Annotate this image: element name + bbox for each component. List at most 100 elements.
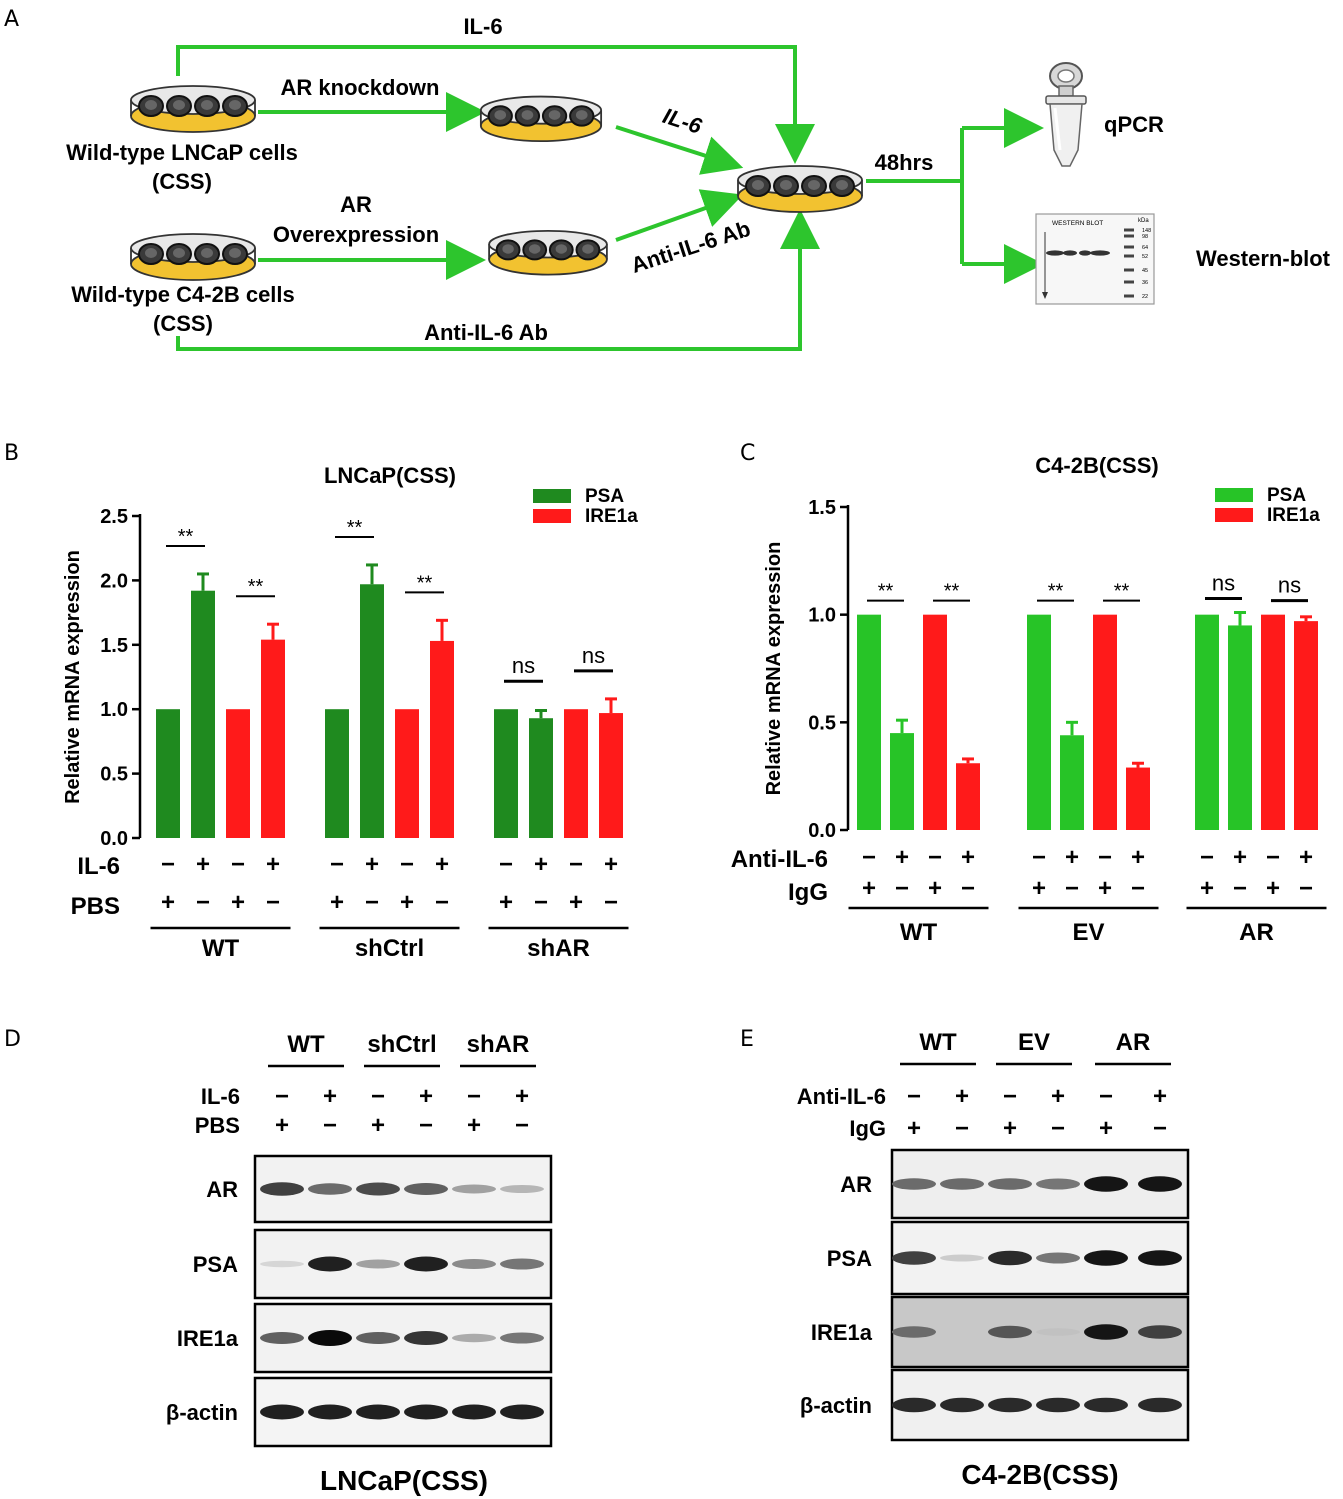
blot-icon-ladder-label: 98 (1142, 234, 1148, 240)
bar (857, 614, 881, 830)
legend-swatch (533, 509, 571, 523)
blot-band (1084, 1324, 1128, 1340)
condition-sign: − (330, 851, 344, 878)
blot-icon-ladder-label: 64 (1142, 245, 1148, 251)
cell-nucleus (173, 248, 185, 258)
condition-sign: + (895, 844, 909, 871)
blot-group-label: shAR (467, 1031, 530, 1058)
chart-c42b: C4-2B(CSS) Relative mRNA expression 0.0 0.5… (731, 453, 1327, 946)
chart-lncap: LNCaP(CSS) Relative mRNA expression 0.0 0.5… (62, 463, 638, 962)
condition-sign: − (862, 844, 876, 871)
legend-label: PSA (1267, 485, 1306, 506)
condition-sign: + (1065, 844, 1079, 871)
blot-band (308, 1183, 352, 1195)
bar (890, 733, 914, 830)
condition-sign: − (499, 851, 513, 878)
y-tick-label: 2.5 (100, 506, 128, 528)
significance-label: ns (1278, 573, 1301, 598)
cell-nucleus (521, 110, 534, 120)
antibody-diagonal-arrow (615, 189, 744, 242)
blot-band (356, 1332, 400, 1344)
blot-band (356, 1259, 400, 1269)
bar (325, 709, 349, 838)
condition-sign: − (1153, 1115, 1167, 1142)
significance-label: ** (417, 572, 433, 594)
blot-row-label: IL-6 (201, 1084, 240, 1109)
blot-band (308, 1404, 352, 1420)
condition-sign: − (365, 889, 379, 916)
blot-band (308, 1330, 352, 1346)
qpcr-label: qPCR (1104, 112, 1164, 137)
blot-band (1138, 1250, 1182, 1266)
blot-band (356, 1404, 400, 1420)
cell-nucleus (575, 110, 588, 120)
blot-band (892, 1397, 936, 1413)
condition-sign: + (1051, 1083, 1065, 1110)
blot-icon-band (1079, 250, 1091, 256)
condition-sign: + (862, 875, 876, 902)
condition-sign: − (907, 1083, 921, 1110)
condition-sign: + (435, 851, 449, 878)
blot-band (940, 1397, 984, 1413)
cell-nucleus (529, 244, 541, 254)
group-label: shCtrl (355, 935, 424, 962)
blot-label: IRE1a (177, 1326, 239, 1351)
y-tick-label: 1.5 (100, 635, 128, 657)
row-label: PBS (71, 893, 120, 920)
blot-row-label: PBS (195, 1113, 240, 1138)
condition-sign: + (1153, 1083, 1167, 1110)
blot-caption: C4-2B(CSS) (961, 1459, 1118, 1490)
condition-sign: + (569, 889, 583, 916)
cell-nucleus (145, 248, 157, 258)
blot-icon-ladder-band (1124, 245, 1134, 249)
legend-label: IRE1a (585, 506, 638, 527)
condition-sign: − (1299, 875, 1313, 902)
significance-label: ** (248, 576, 264, 598)
blot-band (500, 1258, 544, 1270)
cell-nucleus (494, 110, 507, 120)
antibody-diagonal-label: Anti-IL-6 Ab (628, 216, 753, 278)
condition-sign: − (1032, 844, 1046, 871)
blot-icon-ladder-band (1124, 268, 1134, 272)
bar (395, 709, 419, 838)
condition-sign: + (323, 1083, 337, 1110)
c42b-cell-label: Wild-type C4-2B cells (71, 282, 295, 307)
blot-band (988, 1325, 1032, 1339)
row-label: IL-6 (77, 853, 120, 880)
condition-sign: + (1233, 844, 1247, 871)
condition-sign: − (1266, 844, 1280, 871)
blot-group-label: AR (1116, 1029, 1151, 1056)
condition-sign: − (961, 875, 975, 902)
blot-label: PSA (193, 1252, 238, 1277)
blot-label: AR (840, 1172, 872, 1197)
cell-nucleus (555, 244, 567, 254)
petri-dish-icon (479, 95, 603, 143)
y-tick-label: 0.0 (100, 828, 128, 850)
blot-label: β-actin (800, 1393, 872, 1418)
bar (156, 709, 180, 838)
condition-sign: − (400, 851, 414, 878)
panel-a-workflow: IL-6 AR knockdown IL-6 Wild-type LNCaP c… (66, 14, 1331, 351)
condition-sign: − (1065, 875, 1079, 902)
panel-letter-b: B (4, 441, 19, 466)
blot-band (892, 1251, 936, 1265)
condition-sign: + (1266, 875, 1280, 902)
tube-icon (1045, 62, 1087, 167)
cell-nucleus (808, 180, 820, 190)
significance-label: ** (178, 526, 194, 548)
condition-sign: + (1200, 875, 1214, 902)
blot-band (1036, 1252, 1080, 1264)
bar (529, 718, 553, 838)
chart-title: C4-2B(CSS) (1035, 453, 1158, 478)
group-label: WT (900, 919, 938, 946)
lncap-css-label: (CSS) (152, 169, 212, 194)
condition-sign: − (1200, 844, 1214, 871)
condition-sign: + (371, 1112, 385, 1139)
legend-swatch (533, 489, 571, 503)
condition-sign: − (266, 889, 280, 916)
significance-label: ** (1114, 581, 1130, 603)
blot-icon-ladder-label: 22 (1142, 294, 1148, 300)
blot-icon-band (1046, 250, 1064, 256)
condition-sign: − (1233, 875, 1247, 902)
